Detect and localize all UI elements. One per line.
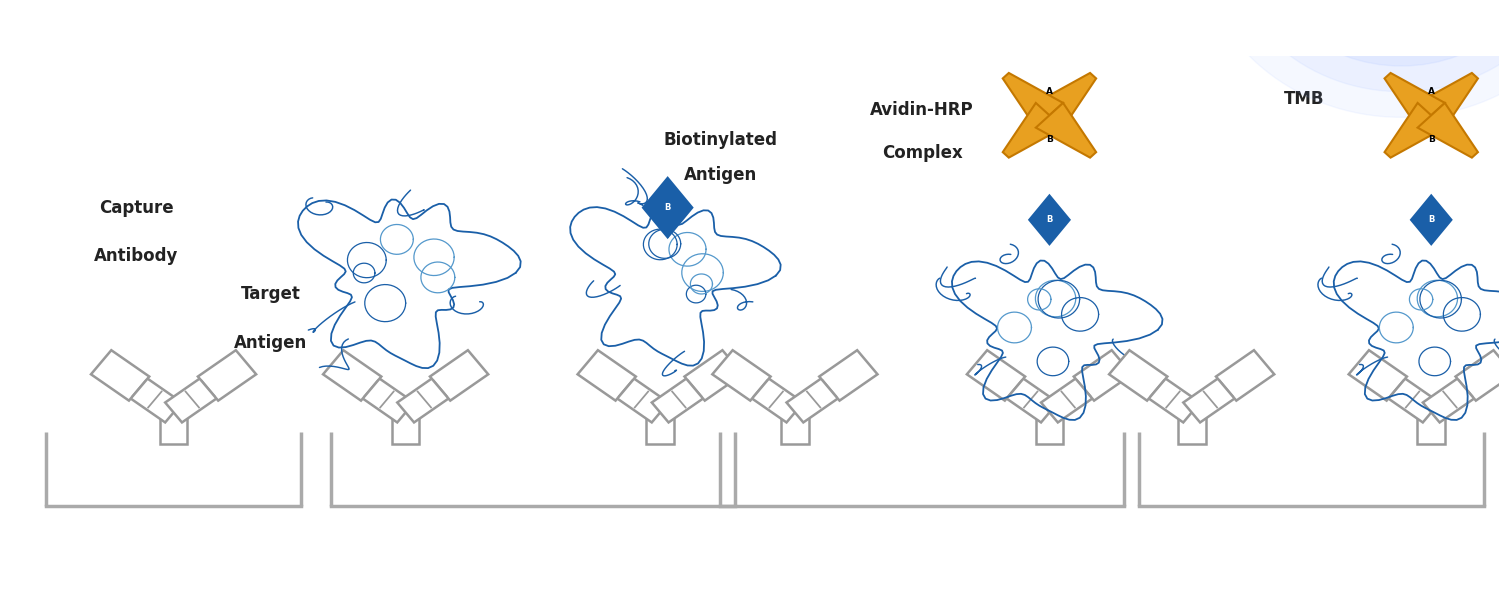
Polygon shape bbox=[1455, 350, 1500, 401]
Polygon shape bbox=[392, 412, 420, 444]
Text: Antigen: Antigen bbox=[234, 334, 308, 352]
Polygon shape bbox=[1418, 412, 1444, 444]
Polygon shape bbox=[1130, 365, 1200, 422]
Text: Avidin-HRP: Avidin-HRP bbox=[870, 101, 974, 119]
Text: B: B bbox=[1428, 215, 1434, 224]
Polygon shape bbox=[198, 350, 256, 401]
Polygon shape bbox=[322, 350, 381, 401]
Polygon shape bbox=[1178, 412, 1206, 444]
Text: Biotinylated: Biotinylated bbox=[663, 131, 777, 149]
Polygon shape bbox=[1029, 196, 1069, 244]
Polygon shape bbox=[1384, 73, 1444, 128]
Polygon shape bbox=[159, 412, 188, 444]
Text: B: B bbox=[1428, 134, 1434, 143]
Polygon shape bbox=[578, 350, 636, 401]
Polygon shape bbox=[1418, 103, 1478, 158]
Ellipse shape bbox=[1197, 0, 1500, 118]
Polygon shape bbox=[652, 365, 722, 422]
Polygon shape bbox=[1348, 350, 1407, 401]
Polygon shape bbox=[684, 350, 742, 401]
Polygon shape bbox=[1002, 103, 1064, 158]
Ellipse shape bbox=[1282, 0, 1500, 40]
Ellipse shape bbox=[1008, 0, 1092, 35]
Ellipse shape bbox=[1226, 0, 1500, 92]
Polygon shape bbox=[1424, 365, 1492, 422]
Polygon shape bbox=[1041, 365, 1112, 422]
Polygon shape bbox=[734, 365, 804, 422]
Text: A: A bbox=[1046, 87, 1053, 96]
Polygon shape bbox=[646, 412, 674, 444]
Polygon shape bbox=[1418, 73, 1478, 128]
Polygon shape bbox=[968, 350, 1024, 401]
Text: B: B bbox=[1047, 215, 1053, 224]
Text: Target: Target bbox=[242, 286, 302, 304]
Polygon shape bbox=[1108, 350, 1167, 401]
Text: Complex: Complex bbox=[882, 145, 963, 163]
Text: HRP: HRP bbox=[1422, 0, 1440, 2]
Text: A: A bbox=[1428, 87, 1434, 96]
Text: HRP: HRP bbox=[1041, 0, 1059, 2]
Ellipse shape bbox=[1254, 0, 1500, 66]
Text: TMB: TMB bbox=[1284, 90, 1324, 108]
Polygon shape bbox=[165, 365, 236, 422]
Polygon shape bbox=[644, 178, 693, 238]
Polygon shape bbox=[1002, 73, 1064, 128]
Polygon shape bbox=[1412, 196, 1452, 244]
Polygon shape bbox=[819, 350, 878, 401]
Ellipse shape bbox=[1310, 0, 1492, 14]
Polygon shape bbox=[1370, 365, 1440, 422]
Polygon shape bbox=[598, 365, 669, 422]
Polygon shape bbox=[786, 365, 856, 422]
Polygon shape bbox=[987, 365, 1058, 422]
Polygon shape bbox=[1035, 412, 1064, 444]
Polygon shape bbox=[111, 365, 182, 422]
Polygon shape bbox=[712, 350, 771, 401]
Polygon shape bbox=[1074, 350, 1132, 401]
Polygon shape bbox=[782, 412, 808, 444]
Text: B: B bbox=[664, 203, 670, 212]
Polygon shape bbox=[1036, 73, 1096, 128]
Polygon shape bbox=[1184, 365, 1254, 422]
Polygon shape bbox=[344, 365, 414, 422]
Text: B: B bbox=[1046, 134, 1053, 143]
Polygon shape bbox=[430, 350, 488, 401]
Polygon shape bbox=[398, 365, 468, 422]
Text: Capture: Capture bbox=[99, 199, 174, 217]
Polygon shape bbox=[1216, 350, 1275, 401]
Ellipse shape bbox=[1389, 0, 1473, 35]
Text: Antibody: Antibody bbox=[94, 247, 178, 265]
Polygon shape bbox=[1384, 103, 1444, 158]
Polygon shape bbox=[1036, 103, 1096, 158]
Polygon shape bbox=[92, 350, 150, 401]
Text: Antigen: Antigen bbox=[684, 166, 756, 184]
